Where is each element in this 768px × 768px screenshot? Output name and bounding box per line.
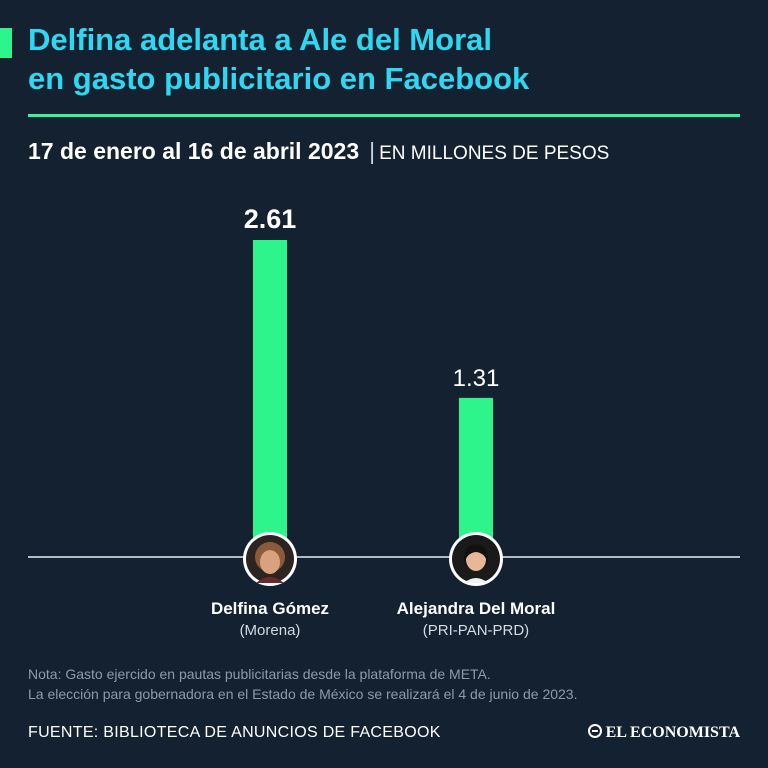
candidate-party: (Morena): [239, 622, 301, 639]
candidate-label-alejandra: Alejandra Del Moral (PRI-PAN-PRD): [366, 598, 586, 642]
footnote: Nota: Gasto ejercido en pautas publicita…: [28, 664, 577, 704]
candidate-name: Delfina Gómez: [210, 599, 330, 618]
bar-2: [459, 397, 493, 557]
bar-1: [253, 240, 287, 557]
candidate-label-delfina: Delfina Gómez (Morena): [160, 598, 380, 642]
title-line-2: en gasto publicitario en Facebook: [28, 61, 530, 96]
title-divider: [28, 114, 740, 117]
brand-name: EL ECONOMISTA: [605, 724, 740, 741]
portrait-delfina-icon: [246, 535, 294, 583]
value-label-1: 2.61: [244, 204, 297, 234]
candidate-party: (PRI-PAN-PRD): [422, 622, 530, 639]
unit-label: EN MILLONES DE PESOS: [379, 143, 610, 164]
avatar-delfina: [243, 532, 297, 586]
chart-title: Delfina adelanta a Ale del Moral en gast…: [28, 20, 748, 98]
economista-logo-icon: [587, 724, 602, 738]
footnote-line-2: La elección para gobernadora en el Estad…: [28, 686, 578, 702]
footnote-line-1: Nota: Gasto ejercido en pautas publicita…: [28, 666, 491, 682]
brand-logo: EL ECONOMISTA: [587, 724, 740, 742]
value-label-2: 1.31: [453, 365, 500, 392]
source-label: FUENTE: BIBLIOTECA DE ANUNCIOS DE FACEBO…: [28, 724, 441, 741]
subtitle-separator: |: [369, 138, 376, 164]
title-line-1: Delfina adelanta a Ale del Moral: [28, 22, 492, 57]
portrait-alejandra-icon: [452, 535, 500, 583]
date-range: 17 de enero al 16 de abril 2023: [28, 138, 360, 164]
avatar-alejandra: [449, 532, 503, 586]
title-accent-bar: [0, 28, 12, 58]
candidate-name: Alejandra Del Moral: [396, 599, 556, 618]
chart-subtitle: 17 de enero al 16 de abril 2023 | EN MILLO…: [28, 138, 609, 165]
